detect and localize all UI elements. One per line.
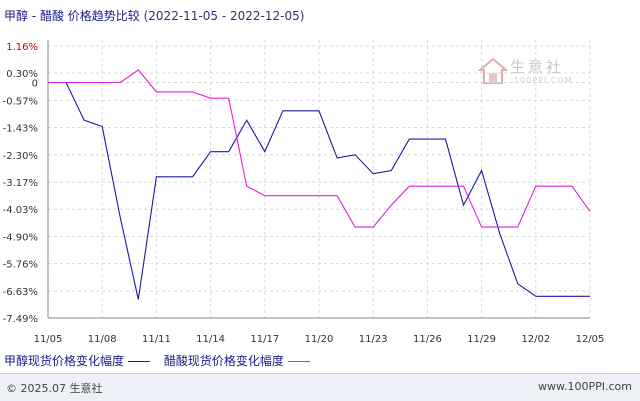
x-tick-label: 11/05 (34, 334, 63, 345)
x-tick-label: 11/08 (88, 334, 117, 345)
y-tick-label: -7.49% (3, 314, 38, 325)
legend-item-methanol: 甲醇现货价格变化幅度 (4, 352, 151, 369)
legend-swatch-methanol (128, 361, 151, 362)
house-logo-icon (478, 57, 508, 84)
x-tick-label: 12/05 (576, 334, 605, 345)
x-tick-label: 11/11 (142, 334, 171, 345)
legend-label-methanol: 甲醇现货价格变化幅度 (4, 354, 125, 368)
y-tick-label: -3.17% (3, 178, 38, 189)
legend-item-acetic: 醋酸现货价格变化幅度 (164, 352, 310, 369)
footer-copyright: © 2025.07 生意社 (6, 382, 103, 395)
x-tick-label: 11/14 (196, 334, 225, 345)
x-tick-label: 11/23 (359, 334, 388, 345)
x-tick-label: 11/20 (305, 334, 334, 345)
acetic-series-line (48, 69, 591, 228)
watermark-subtext: 100PPI.COM (514, 76, 573, 85)
y-tick-label: -0.57% (3, 96, 38, 107)
footer-bar: © 2025.07 生意社 www.100PPI.com (0, 373, 640, 401)
x-tick-label: 12/02 (521, 334, 550, 345)
x-tick-label: 11/17 (250, 334, 279, 345)
y-tick-label: 1.16% (6, 42, 38, 53)
x-tick-label: 11/26 (413, 334, 442, 345)
y-tick-label: -4.03% (3, 205, 38, 216)
y-tick-label: 0 (32, 78, 38, 89)
x-tick-label: 11/29 (467, 334, 496, 345)
methanol-series-line (48, 81, 590, 300)
chart-date-range: (2022-11-05 - 2022-12-05) (143, 9, 305, 23)
chart-title-main: 甲醇 - 醋酸 价格趋势比较 (4, 9, 140, 23)
footer-site-link[interactable]: www.100PPI.com (538, 380, 632, 393)
y-tick-label: -6.63% (3, 287, 38, 298)
chart-legend: 甲醇现货价格变化幅度 醋酸现货价格变化幅度 (4, 352, 320, 369)
legend-swatch-acetic (287, 361, 310, 362)
y-tick-label: -4.90% (3, 233, 38, 244)
y-tick-label: -2.30% (3, 151, 38, 162)
legend-label-acetic: 醋酸现货价格变化幅度 (163, 354, 284, 368)
y-tick-label: 0.30% (6, 69, 38, 80)
price-trend-chart: 1.16% 0.30%0 -0.57% -1.43% -2.30% -3.17% -4.03… (3, 40, 605, 345)
y-tick-label: -1.43% (3, 123, 38, 134)
y-tick-label: -5.76% (3, 260, 38, 271)
chart-title: 甲醇 - 醋酸 价格趋势比较 (2022-11-05 - 2022-12-05) (4, 7, 304, 24)
